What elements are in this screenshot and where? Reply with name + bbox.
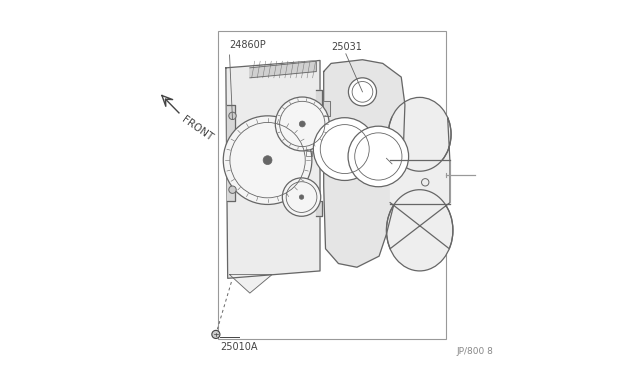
Polygon shape (316, 201, 322, 215)
Text: 24813: 24813 (382, 161, 413, 171)
Text: 25010A: 25010A (220, 342, 258, 352)
Circle shape (212, 330, 220, 339)
Polygon shape (162, 96, 173, 106)
Bar (218, 31, 445, 339)
Text: 24860P: 24860P (230, 40, 266, 50)
Circle shape (229, 112, 236, 119)
Text: JP/800 8: JP/800 8 (456, 347, 493, 356)
Text: FRONT: FRONT (180, 115, 214, 143)
Ellipse shape (388, 97, 451, 171)
Polygon shape (324, 101, 330, 116)
Text: 25031: 25031 (331, 42, 362, 52)
Circle shape (348, 78, 376, 106)
Polygon shape (226, 61, 320, 278)
Circle shape (348, 126, 408, 187)
Polygon shape (390, 160, 450, 205)
Circle shape (282, 178, 321, 216)
Polygon shape (316, 90, 322, 105)
Polygon shape (227, 105, 235, 201)
Circle shape (300, 195, 304, 199)
Polygon shape (250, 61, 316, 78)
Ellipse shape (387, 190, 453, 271)
Polygon shape (390, 160, 450, 205)
Polygon shape (324, 60, 405, 267)
Circle shape (229, 186, 236, 193)
Circle shape (314, 118, 376, 180)
Polygon shape (230, 275, 272, 293)
Circle shape (275, 97, 329, 151)
Circle shape (300, 121, 305, 127)
Text: 24810: 24810 (414, 162, 445, 172)
Circle shape (223, 116, 312, 205)
Circle shape (263, 156, 272, 164)
Polygon shape (387, 118, 453, 249)
Bar (306, 151, 312, 156)
